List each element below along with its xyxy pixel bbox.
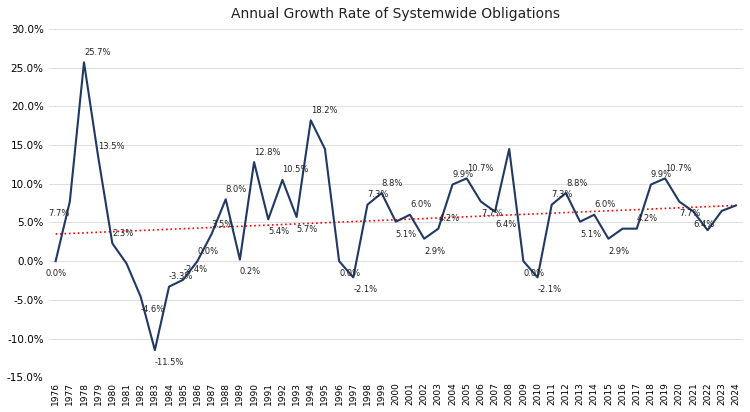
Text: 8.8%: 8.8%	[382, 178, 403, 187]
Text: 9.9%: 9.9%	[651, 170, 672, 179]
Text: 2.9%: 2.9%	[608, 247, 629, 255]
Text: 7.7%: 7.7%	[481, 209, 502, 218]
Text: 13.5%: 13.5%	[98, 142, 124, 151]
Text: 7.7%: 7.7%	[680, 209, 700, 218]
Text: 8.0%: 8.0%	[226, 185, 247, 194]
Text: 4.2%: 4.2%	[438, 214, 460, 223]
Text: 2.3%: 2.3%	[112, 229, 134, 238]
Text: 4.2%: 4.2%	[637, 214, 658, 223]
Text: 10.5%: 10.5%	[283, 165, 309, 174]
Text: 8.8%: 8.8%	[566, 178, 587, 187]
Title: Annual Growth Rate of Systemwide Obligations: Annual Growth Rate of Systemwide Obligat…	[231, 7, 560, 21]
Text: -3.3%: -3.3%	[169, 272, 194, 281]
Text: 10.7%: 10.7%	[466, 164, 494, 173]
Text: -11.5%: -11.5%	[154, 358, 184, 367]
Text: 5.4%: 5.4%	[268, 227, 290, 236]
Text: 5.7%: 5.7%	[296, 225, 318, 234]
Text: 5.1%: 5.1%	[580, 229, 602, 239]
Text: 0.0%: 0.0%	[524, 269, 544, 278]
Text: 6.0%: 6.0%	[410, 200, 431, 209]
Text: 0.0%: 0.0%	[45, 269, 66, 278]
Text: 25.7%: 25.7%	[84, 48, 110, 57]
Text: 2.9%: 2.9%	[424, 247, 445, 255]
Text: 6.4%: 6.4%	[495, 220, 516, 229]
Text: 12.8%: 12.8%	[254, 147, 280, 157]
Text: 0.0%: 0.0%	[197, 247, 218, 255]
Text: -2.1%: -2.1%	[353, 285, 377, 294]
Text: -2.1%: -2.1%	[538, 285, 562, 294]
Text: 9.9%: 9.9%	[452, 170, 473, 179]
Text: 6.4%: 6.4%	[694, 220, 715, 229]
Text: -2.4%: -2.4%	[183, 265, 207, 274]
Text: 0.0%: 0.0%	[339, 269, 360, 278]
Text: 7.3%: 7.3%	[368, 190, 388, 199]
Text: 7.3%: 7.3%	[552, 190, 573, 199]
Text: 7.7%: 7.7%	[49, 209, 70, 218]
Text: 10.7%: 10.7%	[665, 164, 692, 173]
Text: 18.2%: 18.2%	[310, 106, 338, 115]
Text: 5.1%: 5.1%	[396, 229, 417, 239]
Text: 3.5%: 3.5%	[211, 220, 232, 229]
Text: 6.0%: 6.0%	[594, 200, 616, 209]
Text: -4.6%: -4.6%	[141, 304, 165, 314]
Text: 0.2%: 0.2%	[240, 267, 261, 276]
